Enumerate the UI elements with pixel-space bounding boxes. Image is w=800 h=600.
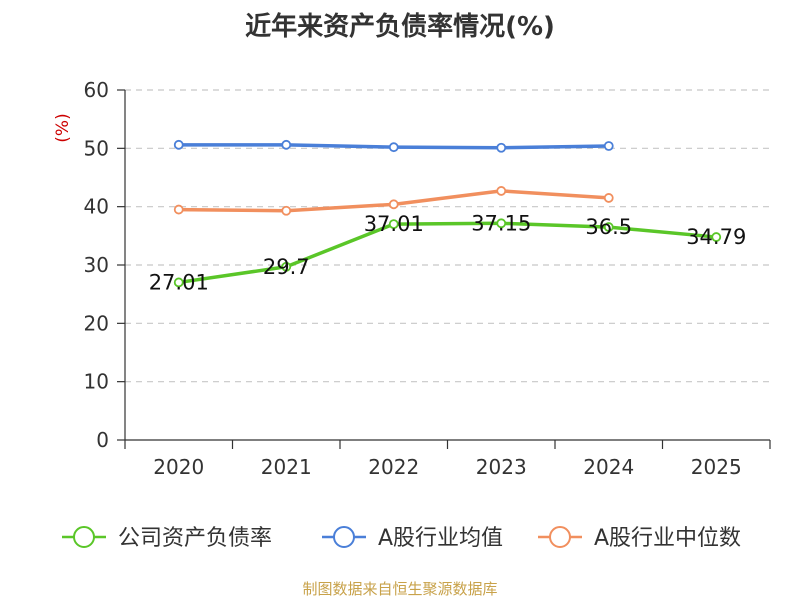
data-label: 36.5: [585, 215, 632, 239]
series-line-0: [177, 221, 718, 285]
series-2-point: [388, 199, 399, 210]
series-2-point: [603, 193, 614, 203]
legend-item-label: A股行业均值: [378, 526, 503, 551]
legend-item-label: A股行业中位数: [594, 526, 741, 551]
series-1-point: [603, 141, 614, 151]
series-0-point: [711, 232, 722, 242]
legend-item-label: 公司资产负债率: [118, 526, 272, 551]
y-tick-label: 50: [84, 136, 109, 160]
series-0-point: [603, 222, 614, 232]
y-tick-label: 0: [96, 428, 109, 452]
data-label: 27.01: [149, 270, 209, 294]
y-tick-label: 10: [84, 370, 109, 394]
data-label: 29.7: [263, 255, 310, 279]
series-0-point: [496, 218, 507, 229]
series-0-point: [173, 277, 184, 288]
legend-swatch-marker: [549, 526, 571, 548]
chart-title: 近年来资产负债率情况(%): [245, 12, 555, 42]
source-note: 制图数据来自恒生聚源数据库: [302, 580, 498, 598]
x-tick-label: 2020: [153, 455, 204, 479]
grid-layer: [125, 89, 770, 383]
data-label: 37.01: [364, 212, 424, 236]
axis-layer: (%) 0 10 20 30 40 50 60 2020 2021 2022 2023 2024 202…: [53, 78, 771, 479]
series-0-point: [388, 219, 399, 230]
series-1-point: [388, 142, 399, 153]
data-label: 34.79: [686, 225, 746, 249]
data-label: 37.15: [471, 211, 531, 235]
series-1-point: [281, 139, 292, 150]
y-tick-label: 60: [84, 78, 109, 102]
x-tick-label: 2024: [583, 455, 634, 479]
legend-swatch-marker: [73, 526, 95, 548]
x-tick-label: 2025: [691, 455, 742, 479]
x-tick-label: 2021: [261, 455, 312, 479]
series-2-point: [281, 205, 292, 216]
x-tick-label: 2023: [476, 455, 527, 479]
y-axis-label: (%): [53, 113, 73, 142]
series-2-point: [173, 204, 184, 215]
y-tick-label: 30: [84, 253, 109, 277]
series-2-point: [496, 186, 507, 196]
y-tick-label: 20: [84, 311, 109, 335]
legend: 公司资产负债率 A股行业均值 A股行业中位数: [62, 526, 741, 551]
data-label-layer: 27.01 29.7 37.01 37.15 36.5 34.79: [149, 211, 747, 294]
series-1-point: [496, 142, 507, 153]
series-0-point: [281, 261, 292, 272]
y-tick-label: 40: [84, 195, 109, 219]
x-tick-label: 2022: [368, 455, 419, 479]
series-1-point: [173, 139, 184, 150]
legend-swatch-marker: [333, 526, 355, 548]
series-layer: [173, 139, 722, 288]
